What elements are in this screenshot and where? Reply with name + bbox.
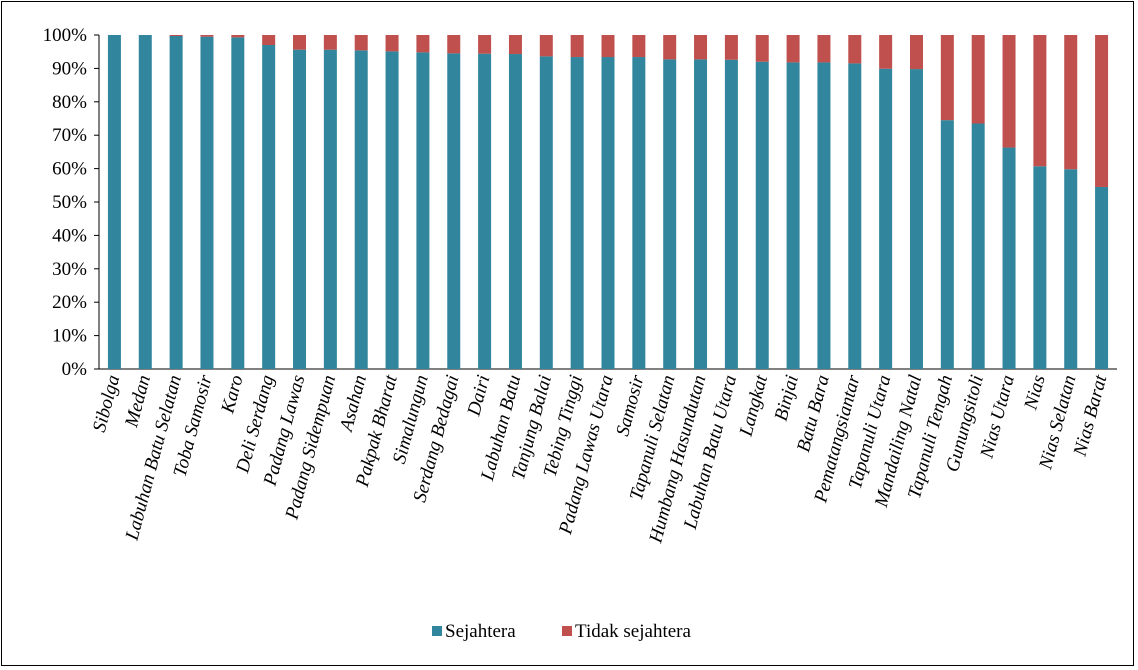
bar-sejahtera: [508, 54, 522, 370]
bar-tidak-sejahtera: [262, 35, 276, 46]
bar-sejahtera: [323, 49, 337, 370]
bar-tidak-sejahtera: [539, 35, 553, 57]
x-tick-label: Karo: [217, 373, 247, 416]
bar-sejahtera: [879, 68, 893, 369]
legend-swatch: [432, 626, 442, 636]
bar-sejahtera: [786, 62, 800, 369]
bar-tidak-sejahtera: [478, 35, 492, 54]
bar-tidak-sejahtera: [231, 35, 245, 38]
bar-tidak-sejahtera: [909, 35, 923, 70]
bar-sejahtera: [354, 50, 368, 369]
bar-sejahtera: [200, 36, 214, 370]
x-tick-label: Nias: [1020, 373, 1050, 413]
bar-sejahtera: [570, 57, 584, 369]
y-tick-label: 40%: [52, 225, 87, 246]
x-tick-label: Dairi: [463, 373, 494, 419]
legend: Sejahtera Tidak sejahtera: [432, 621, 691, 642]
bar-sejahtera: [724, 59, 738, 369]
bar-tidak-sejahtera: [971, 35, 985, 124]
bar-tidak-sejahtera: [694, 35, 708, 60]
bar-sejahtera: [694, 59, 708, 370]
bar-tidak-sejahtera: [724, 35, 738, 60]
bar-sejahtera: [848, 63, 862, 369]
y-tick-label: 20%: [52, 292, 87, 313]
legend-label: Sejahtera: [445, 621, 516, 642]
bar-sejahtera: [539, 56, 553, 369]
bar-sejahtera: [231, 37, 245, 369]
bar-tidak-sejahtera: [200, 35, 214, 37]
bar-tidak-sejahtera: [1033, 35, 1047, 167]
legend-label: Tidak sejahtera: [575, 621, 691, 642]
y-tick-label: 60%: [52, 159, 87, 180]
x-tick-label: Asahan: [335, 373, 371, 435]
y-tick-label: 30%: [52, 259, 87, 280]
bar-tidak-sejahtera: [169, 35, 183, 37]
bar-tidak-sejahtera: [1095, 35, 1109, 187]
x-tick-label: Medan: [121, 373, 155, 430]
bar-tidak-sejahtera: [354, 35, 368, 51]
bar-sejahtera: [416, 52, 430, 369]
y-tick-labels: 0% 10% 20% 30% 40% 50% 60% 70% 80% 90% 100%: [43, 25, 88, 380]
bar-sejahtera: [755, 61, 769, 369]
bar-tidak-sejahtera: [755, 35, 769, 62]
y-tick-label: 100%: [43, 25, 88, 46]
legend-swatch: [562, 626, 572, 636]
bar-sejahtera: [107, 35, 121, 369]
bar-sejahtera: [447, 53, 461, 370]
y-tick-label: 90%: [52, 58, 87, 79]
bar-tidak-sejahtera: [1064, 35, 1078, 170]
bar-tidak-sejahtera: [385, 35, 399, 52]
y-tick-label: 70%: [52, 125, 87, 146]
y-tick-label: 0%: [62, 359, 88, 380]
bar-sejahtera: [1002, 147, 1016, 369]
bar-sejahtera: [262, 45, 276, 370]
bar-sejahtera: [1095, 186, 1109, 369]
bar-sejahtera: [169, 36, 183, 369]
bar-tidak-sejahtera: [1002, 35, 1016, 148]
y-tick-label: 80%: [52, 92, 87, 113]
x-tick-label: Sibolga: [89, 373, 124, 435]
bar-sejahtera: [138, 35, 152, 369]
bar-tidak-sejahtera: [601, 35, 615, 58]
bar-sejahtera: [940, 120, 954, 369]
x-tick-label: Binjai: [771, 373, 803, 423]
bar-sejahtera: [293, 49, 307, 370]
bar-tidak-sejahtera: [786, 35, 800, 63]
bar-tidak-sejahtera: [848, 35, 862, 64]
bar-sejahtera: [971, 123, 985, 369]
bar-tidak-sejahtera: [293, 35, 307, 50]
bars: [107, 35, 1109, 370]
bar-sejahtera: [1033, 166, 1047, 369]
bar-sejahtera: [817, 62, 831, 369]
bar-tidak-sejahtera: [940, 35, 954, 121]
bar-sejahtera: [663, 59, 677, 370]
bar-sejahtera: [1064, 169, 1078, 369]
y-tick-label: 50%: [52, 192, 87, 213]
bar-tidak-sejahtera: [663, 35, 677, 60]
bar-tidak-sejahtera: [817, 35, 831, 63]
bar-tidak-sejahtera: [879, 35, 893, 69]
bar-tidak-sejahtera: [416, 35, 430, 53]
bar-tidak-sejahtera: [632, 35, 646, 58]
bar-sejahtera: [478, 53, 492, 369]
bar-sejahtera: [385, 51, 399, 370]
x-tick-label: Langkat: [735, 372, 772, 439]
bar-sejahtera: [601, 57, 615, 369]
bar-tidak-sejahtera: [447, 35, 461, 54]
bar-tidak-sejahtera: [508, 35, 522, 55]
bar-tidak-sejahtera: [323, 35, 337, 50]
bar-sejahtera: [909, 69, 923, 370]
bar-sejahtera: [632, 57, 646, 369]
bar-tidak-sejahtera: [570, 35, 584, 58]
y-tick-label: 10%: [52, 326, 87, 347]
